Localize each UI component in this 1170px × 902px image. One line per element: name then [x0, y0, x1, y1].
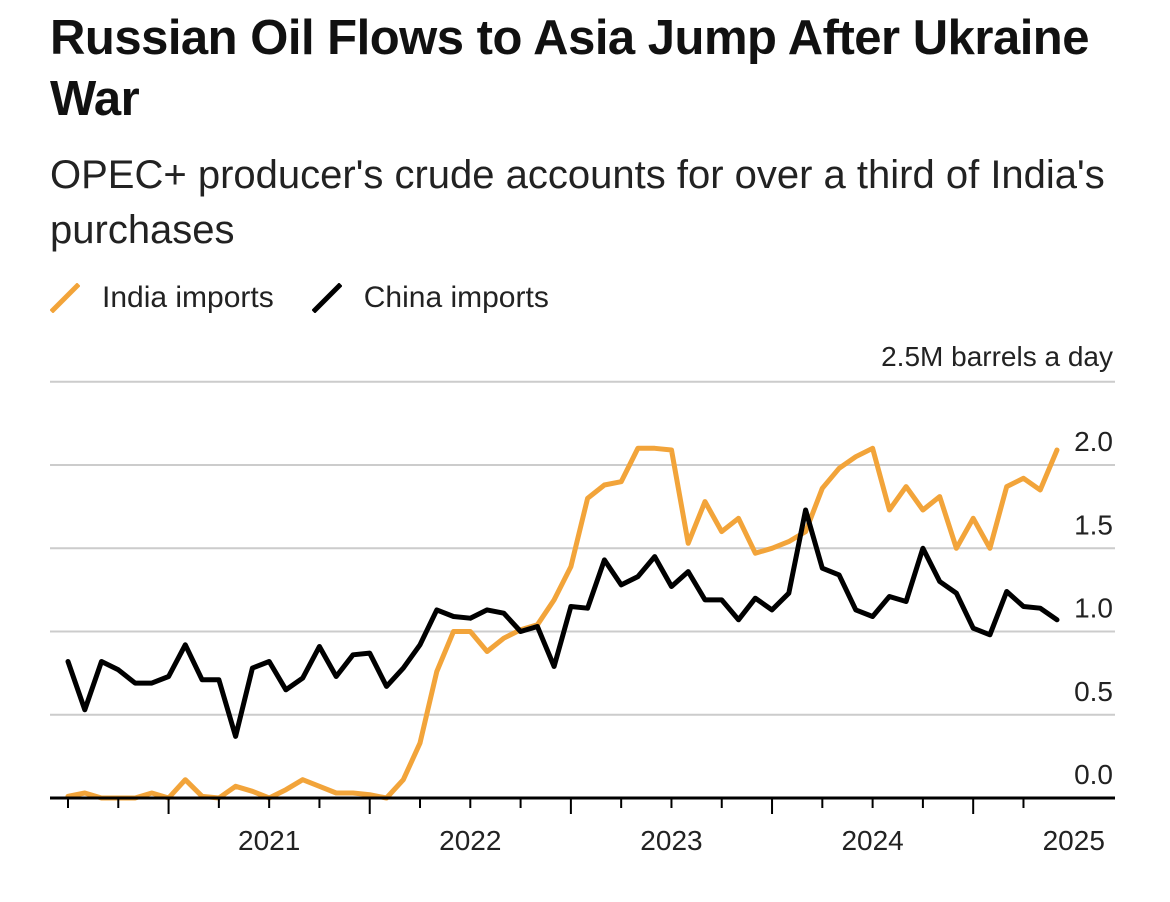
- legend-item-india: India imports: [50, 281, 274, 315]
- line-chart: 2.5M barrels a day 0.0 0.5 1.0 1.5 2.0 2021 202…: [50, 341, 1115, 856]
- legend-label-china: China imports: [363, 281, 549, 314]
- x-tick-label: 2021: [238, 825, 300, 856]
- y-tick-label: 1.0: [1074, 593, 1113, 624]
- china-imports-line: [65, 507, 1060, 739]
- x-tick-label: 2023: [640, 825, 702, 856]
- y-tick-label: 0.5: [1074, 676, 1113, 707]
- x-tick-label: 2025: [1043, 825, 1105, 856]
- legend-item-china: China imports: [311, 281, 549, 315]
- india-line-icon: [50, 283, 80, 313]
- x-axis: [50, 796, 1115, 814]
- chart-title: Russian Oil Flows to Asia Jump After Ukr…: [50, 11, 1090, 126]
- y-unit-label: 2.5M barrels a day: [881, 341, 1113, 372]
- series-lines: [65, 445, 1060, 801]
- axis-labels: 2.5M barrels a day 0.0 0.5 1.0 1.5 2.0 2021 202…: [238, 341, 1113, 856]
- india-imports-line: [65, 445, 1060, 801]
- legend: India imports China imports: [50, 278, 587, 318]
- y-tick-label: 1.5: [1074, 509, 1113, 540]
- legend-label-india: India imports: [102, 281, 274, 314]
- x-tick-label: 2022: [439, 825, 501, 856]
- y-tick-label: 2.0: [1074, 426, 1113, 457]
- china-line-icon: [311, 283, 342, 313]
- y-tick-label: 0.0: [1074, 759, 1113, 790]
- chart-subtitle: OPEC+ producer's crude accounts for over…: [50, 153, 1105, 252]
- x-tick-label: 2024: [841, 825, 903, 856]
